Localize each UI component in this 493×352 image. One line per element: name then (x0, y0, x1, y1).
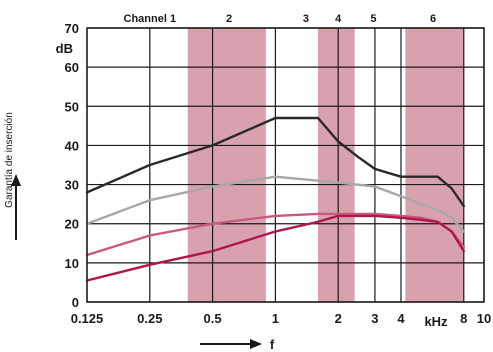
series-line-4 (85, 214, 465, 282)
x-tick-label-0: 0.125 (71, 311, 104, 326)
x-tick-label-7: 8 (460, 311, 467, 326)
y-tick-label-4: 40 (65, 138, 79, 153)
shaded-band-2 (317, 28, 355, 302)
y-axis-title: Garantía de inserción (4, 112, 15, 208)
shaded-bands (187, 28, 464, 302)
y-tick-label-2: 20 (65, 217, 79, 232)
shaded-band-3 (405, 28, 464, 302)
x-tick-label-4: 2 (335, 311, 342, 326)
channel-label-5: 5 (370, 13, 376, 25)
y-tick-label-1: 10 (65, 256, 79, 271)
x-tick-labels: 0.125 0.25 0.5 1 2 3 4 8 10 (71, 311, 492, 326)
channel-label-4: 4 (335, 13, 342, 25)
y-tick-label-3: 30 (65, 178, 79, 193)
x-tick-label-5: 3 (371, 311, 378, 326)
series-line-1 (85, 116, 465, 208)
channel-label-2: 2 (226, 13, 232, 25)
channel-label-6: 6 (430, 13, 436, 25)
y-axis-arrow-icon (11, 174, 21, 240)
channel-label-1: Channel 1 (124, 13, 177, 25)
x-axis-title: f (270, 337, 275, 352)
x-tick-label-1: 0.25 (137, 311, 162, 326)
plot-border (86, 27, 485, 303)
y-tick-label-7: 70 (65, 21, 79, 36)
x-tick-label-2: 0.5 (204, 311, 222, 326)
x-axis-arrow-icon (200, 339, 262, 349)
plot-frame (86, 27, 485, 303)
x-unit-label: kHz (424, 314, 448, 329)
y-unit-label: dB (56, 41, 73, 56)
y-tick-label-6: 60 (65, 60, 79, 75)
series-line-2 (85, 175, 465, 233)
channel-labels: Channel 1 2 3 4 5 6 (124, 13, 437, 25)
x-tick-label-6: 4 (397, 311, 405, 326)
channel-label-3: 3 (303, 13, 309, 25)
x-tick-label-3: 1 (272, 311, 279, 326)
data-series (85, 116, 465, 282)
y-tick-label-0: 0 (72, 295, 79, 310)
x-tick-label-8: 10 (477, 311, 491, 326)
shaded-band-1 (187, 28, 266, 302)
y-tick-labels: 0 10 20 30 40 50 60 70 (65, 21, 79, 310)
y-tick-label-5: 50 (65, 99, 79, 114)
